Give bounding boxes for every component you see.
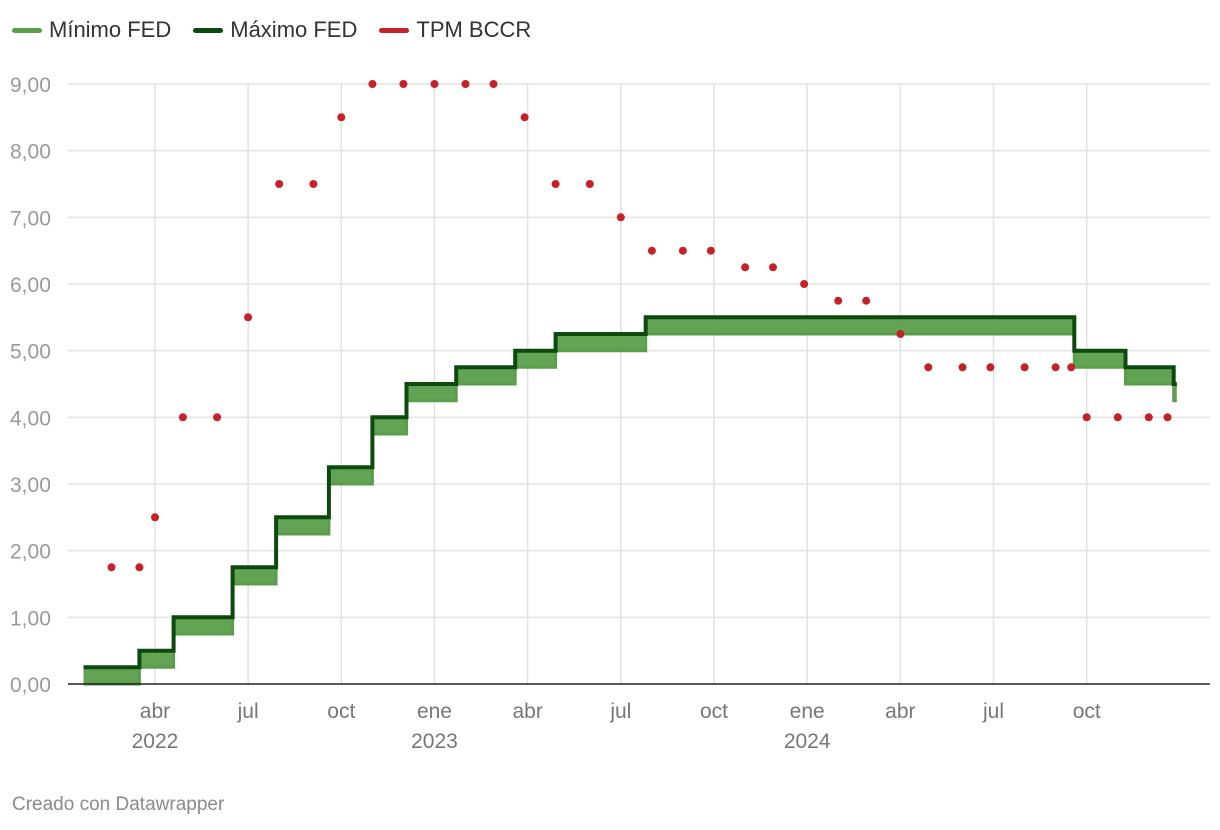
legend-label-tpm: TPM BCCR — [416, 17, 532, 42]
credit-text: Creado con Datawrapper — [12, 794, 225, 815]
series-tpm-bccr-points — [107, 80, 1172, 572]
tpm-point-25[interactable] — [862, 296, 871, 305]
x-year-label-2024: 2024 — [784, 730, 831, 753]
tpm-point-14[interactable] — [520, 113, 529, 122]
y-tick-label-1: 1,00 — [10, 607, 51, 630]
tpm-point-2[interactable] — [151, 513, 159, 522]
tpm-point-16[interactable] — [585, 180, 594, 188]
tpm-point-21[interactable] — [741, 263, 750, 272]
tpm-point-9[interactable] — [368, 80, 377, 88]
tpm-point-7[interactable] — [309, 180, 318, 188]
legend-label-maximo: Máximo FED — [230, 17, 358, 42]
tpm-point-5[interactable] — [244, 313, 253, 322]
legend-label-minimo: Mínimo FED — [49, 17, 172, 42]
tpm-point-24[interactable] — [834, 296, 843, 305]
legend-item-maximo[interactable]: Máximo FED — [193, 17, 357, 43]
tpm-point-31[interactable] — [1051, 363, 1060, 372]
y-tick-label-6: 6,00 — [10, 274, 51, 297]
x-year-label-2023: 2023 — [411, 730, 458, 753]
tpm-point-4[interactable] — [213, 413, 222, 422]
tpm-point-8[interactable] — [337, 113, 346, 122]
tpm-point-1[interactable] — [135, 563, 144, 572]
tpm-point-3[interactable] — [178, 413, 187, 422]
tpm-point-6[interactable] — [275, 180, 284, 188]
y-tick-label-3: 3,00 — [10, 474, 51, 497]
y-tick-label-8: 8,00 — [10, 141, 51, 164]
x-tick-label-4: abr — [512, 700, 542, 723]
x-tick-label-2: oct — [327, 700, 355, 723]
horizontal-gridlines — [68, 83, 1210, 619]
series-maximo-fed-line — [83, 315, 1177, 670]
chart-legend: Mínimo FED Máximo FED TPM BCCR — [12, 16, 553, 44]
tpm-point-33[interactable] — [1082, 413, 1091, 422]
tpm-point-30[interactable] — [1020, 363, 1029, 372]
legend-swatch-maximo — [193, 27, 224, 33]
x-tick-label-8: abr — [885, 700, 915, 723]
tpm-point-27[interactable] — [924, 363, 933, 372]
y-tick-label-4: 4,00 — [10, 407, 51, 430]
tpm-point-26[interactable] — [896, 330, 905, 338]
x-axis-tick-labels: abr 2022 jul oct ene 2023 abr jul oct ene 2024 abr j… — [132, 700, 1101, 753]
vertical-gridlines — [154, 84, 1088, 684]
y-tick-label-9: 9,00 — [10, 74, 51, 97]
rate-chart: 0,00 1,00 2,00 3,00 4,00 5,00 6,00 7,00 8,00 9,00… — [10, 74, 1210, 753]
tpm-point-19[interactable] — [678, 246, 687, 255]
tpm-point-0[interactable] — [107, 563, 116, 572]
tpm-point-20[interactable] — [706, 246, 715, 255]
y-tick-label-5: 5,00 — [10, 341, 51, 364]
tpm-point-18[interactable] — [647, 246, 656, 255]
tpm-point-32[interactable] — [1067, 363, 1076, 372]
x-tick-label-5: jul — [609, 700, 631, 723]
tpm-point-17[interactable] — [616, 213, 625, 222]
legend-item-minimo[interactable]: Mínimo FED — [12, 17, 171, 43]
tpm-point-29[interactable] — [986, 363, 995, 372]
tpm-point-28[interactable] — [958, 363, 967, 372]
x-tick-label-9: jul — [982, 700, 1004, 723]
tpm-point-34[interactable] — [1113, 413, 1122, 422]
tpm-point-23[interactable] — [800, 280, 809, 288]
legend-swatch-tpm — [379, 27, 410, 33]
legend-item-tpm[interactable]: TPM BCCR — [379, 17, 531, 43]
tpm-point-12[interactable] — [461, 80, 470, 88]
x-tick-label-6: oct — [700, 700, 728, 723]
series-minimo-fed-line — [83, 332, 1177, 686]
legend-swatch-minimo — [12, 27, 42, 33]
tpm-point-13[interactable] — [489, 80, 498, 88]
y-tick-label-0: 0,00 — [10, 674, 51, 697]
x-tick-label-10: oct — [1073, 700, 1101, 723]
tpm-point-22[interactable] — [769, 263, 777, 272]
x-tick-label-1: jul — [237, 700, 259, 723]
tpm-point-36[interactable] — [1163, 413, 1172, 422]
x-year-label-2022: 2022 — [132, 730, 179, 753]
x-tick-label-0: abr — [140, 700, 170, 723]
y-tick-label-2: 2,00 — [10, 541, 51, 564]
tpm-point-11[interactable] — [430, 80, 439, 88]
x-tick-label-7: ene — [790, 700, 825, 723]
y-tick-label-7: 7,00 — [10, 207, 51, 230]
tpm-point-10[interactable] — [399, 80, 408, 88]
tpm-point-15[interactable] — [551, 180, 560, 188]
x-tick-label-3: ene — [417, 700, 452, 723]
y-axis-tick-labels: 0,00 1,00 2,00 3,00 4,00 5,00 6,00 7,00 8,00 9,00 — [10, 74, 51, 697]
tpm-point-35[interactable] — [1144, 413, 1153, 422]
